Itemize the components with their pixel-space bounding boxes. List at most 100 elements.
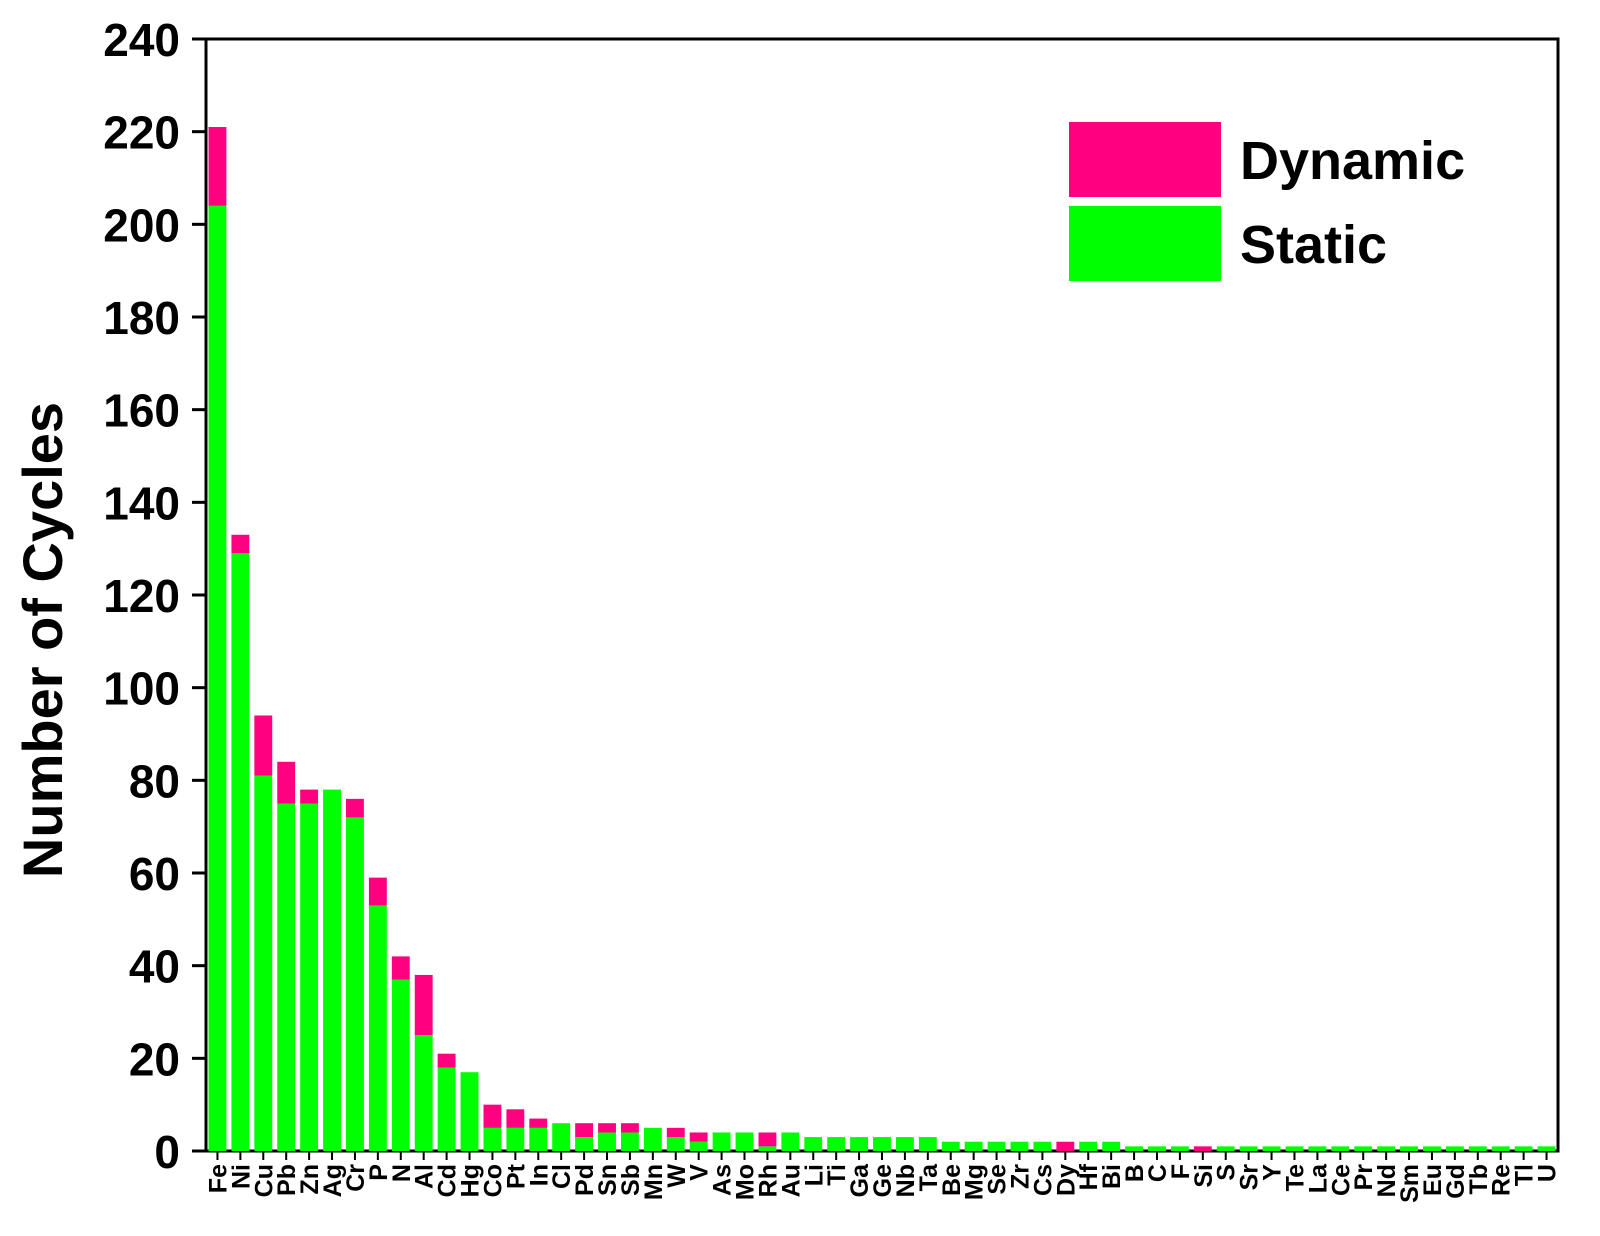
x-tick-label: Pb — [273, 1164, 301, 1196]
bar-dynamic-Pd — [575, 1123, 594, 1138]
x-tick-label: Sr — [1236, 1164, 1264, 1191]
bar-dynamic-P — [368, 877, 387, 906]
bar-static-Ge — [873, 1137, 891, 1151]
x-tick-label: Hg — [457, 1164, 485, 1197]
y-axis-label: Number of Cycles — [11, 402, 74, 878]
y-tick-label: 0 — [154, 1126, 180, 1178]
bar-static-Pd — [575, 1137, 594, 1151]
x-tick-label: Pr — [1350, 1164, 1378, 1191]
x-tick-label: Ta — [915, 1163, 943, 1191]
x-tick-label: Cs — [1029, 1164, 1057, 1196]
bar-dynamic-Pt — [506, 1109, 525, 1128]
x-tick-label: P — [365, 1164, 393, 1181]
bar-static-Pb — [277, 803, 296, 1151]
bar-static-Mg — [964, 1141, 983, 1151]
x-tick-label: Mn — [640, 1164, 668, 1200]
x-tick-label: Zr — [1006, 1164, 1034, 1189]
x-tick-label: In — [525, 1164, 553, 1186]
bar-static-Sr — [1239, 1146, 1258, 1151]
x-tick-label: Bi — [1098, 1164, 1126, 1189]
legend-label-static: Static — [1240, 215, 1387, 275]
bar-static-Cu — [254, 775, 273, 1151]
x-tick-label: La — [1304, 1163, 1332, 1193]
bar-static-Hf — [1079, 1141, 1098, 1151]
bar-dynamic-Co — [483, 1104, 502, 1128]
bar-static-Au — [781, 1132, 800, 1151]
legend-swatch-static — [1069, 206, 1221, 281]
x-tick-label: Be — [938, 1164, 966, 1196]
bar-static-Mn — [643, 1127, 662, 1151]
bar-dynamic-Rh — [758, 1132, 777, 1147]
bar-dynamic-Fe — [208, 127, 227, 206]
x-tick-label: Gd — [1442, 1164, 1470, 1199]
bar-static-In — [529, 1127, 548, 1151]
bar-static-Tl — [1514, 1146, 1533, 1151]
x-tick-label: Pd — [571, 1164, 599, 1196]
bar-static-Cs — [1033, 1141, 1052, 1151]
y-tick-label: 240 — [103, 14, 180, 66]
x-tick-label: V — [686, 1164, 714, 1181]
bar-static-Ce — [1331, 1146, 1350, 1151]
bar-dynamic-Sn — [598, 1123, 616, 1133]
bar-static-U — [1537, 1146, 1556, 1151]
bar-static-B — [1125, 1146, 1143, 1151]
y-axis: 0 20 40 60 80 100 120 140 160 180 200 220 240 — [103, 14, 206, 1178]
x-tick-label: Mo — [732, 1164, 760, 1200]
x-tick-label: Al — [411, 1164, 439, 1189]
bar-static-Eu — [1423, 1146, 1441, 1151]
bar-static-Cl — [552, 1123, 571, 1151]
bar-dynamic-Cd — [437, 1053, 456, 1068]
bar-static-Ga — [850, 1137, 869, 1151]
bar-static-Li — [804, 1137, 823, 1151]
x-tick-label: Te — [1281, 1164, 1309, 1191]
y-tick-label: 120 — [103, 570, 180, 622]
bar-dynamic-Dy — [1056, 1141, 1075, 1151]
bar-static-Tb — [1468, 1146, 1487, 1151]
x-tick-label: Sm — [1396, 1164, 1424, 1203]
bar-static-Mo — [735, 1132, 754, 1151]
x-tick-label: Cu — [250, 1164, 278, 1197]
x-tick-label: Zn — [296, 1164, 324, 1195]
bar-static-Ag — [323, 789, 341, 1151]
bar-dynamic-N — [391, 956, 410, 980]
x-tick-label: Nd — [1373, 1164, 1401, 1197]
bar-static-Ta — [918, 1137, 937, 1151]
x-axis: FeNiCuPbZnAgCrPNAlCdHgCoPtInClPdSnSbMnWV… — [204, 1151, 1562, 1203]
bar-dynamic-Sb — [621, 1123, 639, 1133]
y-tick-label: 220 — [103, 107, 180, 159]
bar-static-Cd — [437, 1067, 456, 1151]
bars-group — [208, 127, 1556, 1152]
x-tick-label: Si — [1190, 1164, 1218, 1188]
bar-static-Co — [483, 1127, 502, 1151]
legend: Dynamic Static — [1069, 122, 1465, 281]
bar-static-V — [689, 1141, 708, 1151]
x-tick-label: Ag — [319, 1164, 347, 1197]
bar-dynamic-W — [666, 1127, 685, 1138]
bar-static-Gd — [1445, 1146, 1464, 1151]
bar-static-Nd — [1377, 1146, 1396, 1151]
x-tick-label: Ce — [1327, 1164, 1355, 1196]
bar-static-Sb — [621, 1132, 639, 1151]
y-tick-label: 60 — [129, 848, 180, 900]
bar-static-Al — [414, 1035, 433, 1151]
legend-label-dynamic: Dynamic — [1240, 131, 1465, 191]
bar-static-As — [712, 1132, 731, 1151]
x-tick-label: Co — [479, 1164, 507, 1197]
x-tick-label: B — [1121, 1164, 1149, 1182]
y-tick-label: 40 — [129, 941, 180, 993]
x-tick-label: Cd — [434, 1164, 462, 1197]
bar-dynamic-V — [689, 1132, 708, 1142]
x-tick-label: Mg — [961, 1164, 989, 1200]
x-tick-label: As — [709, 1164, 737, 1196]
bar-dynamic-Cr — [346, 798, 364, 818]
bar-static-Rh — [758, 1146, 777, 1151]
bar-static-S — [1216, 1146, 1235, 1151]
x-tick-label: Tl — [1511, 1164, 1539, 1186]
bar-static-F — [1170, 1146, 1189, 1151]
bar-static-Sm — [1400, 1146, 1418, 1151]
bar-static-Fe — [208, 205, 227, 1152]
x-tick-label: Au — [777, 1164, 805, 1197]
bar-static-Pt — [506, 1127, 525, 1151]
x-tick-label: Ti — [823, 1164, 851, 1186]
x-tick-label: N — [388, 1164, 416, 1182]
